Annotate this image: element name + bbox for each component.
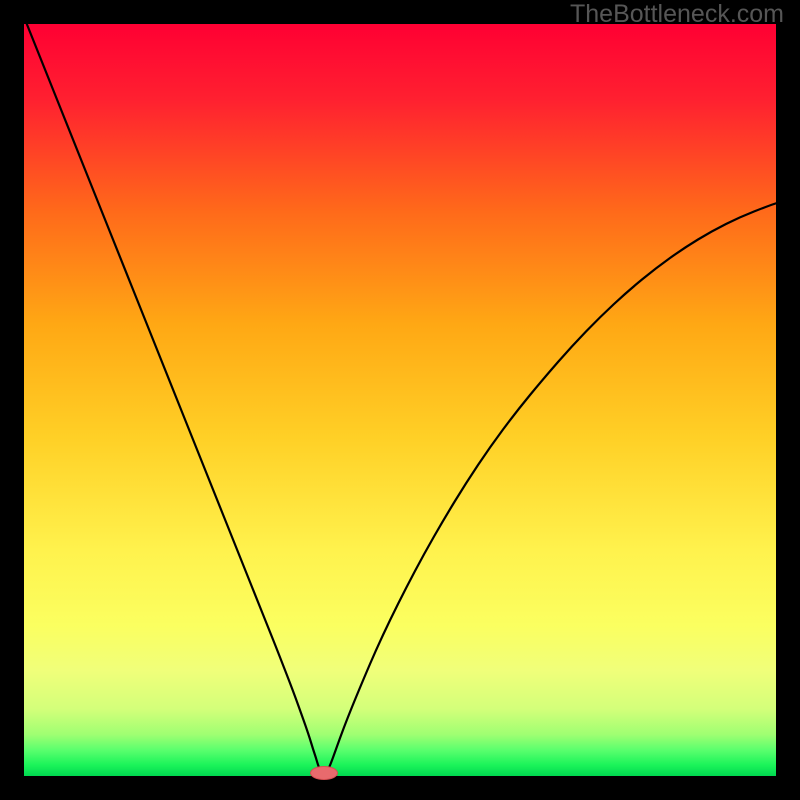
bottleneck-curve xyxy=(0,0,800,800)
optimal-point-marker xyxy=(310,766,338,780)
chart-stage: TheBottleneck.com xyxy=(0,0,800,800)
